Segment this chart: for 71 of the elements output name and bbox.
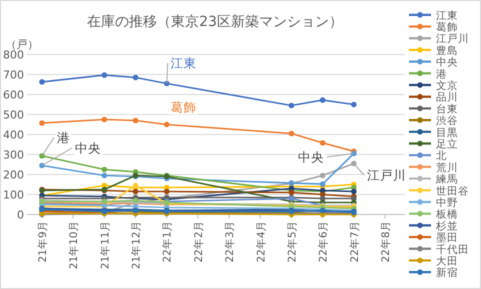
- point: [102, 166, 108, 172]
- legend-label: 江戸川: [436, 32, 469, 46]
- annotation: 江東: [170, 56, 197, 70]
- y-tick-label: 300: [3, 148, 24, 162]
- x-tick-label: 22年7月: [348, 220, 361, 263]
- legend-label: 世田谷: [436, 184, 469, 198]
- legend-label: 台東: [436, 102, 458, 116]
- legend-label: 品川: [436, 90, 458, 104]
- point: [164, 188, 170, 194]
- legend-label: 北: [436, 149, 447, 162]
- y-axis-title: （戸）: [6, 38, 38, 51]
- x-tick-label: 21年9月: [37, 220, 49, 263]
- annotation: 江戸川: [366, 168, 406, 182]
- x-tick-label: 21年11月: [99, 220, 112, 270]
- x-tick-label: 22年2月: [192, 220, 205, 263]
- x-tick-label: 22年4月: [255, 220, 268, 263]
- y-tick-label: 100: [3, 188, 24, 202]
- legend-label: 板橋: [435, 208, 458, 221]
- y-tick-label: 500: [3, 108, 24, 122]
- legend-label: 葛飾: [436, 20, 458, 34]
- legend-label: 渋谷: [436, 114, 458, 128]
- legend-label: 文京: [436, 79, 458, 92]
- legend-label: 杉並: [435, 220, 458, 232]
- point: [102, 116, 108, 122]
- y-tick-label: 800: [3, 48, 24, 62]
- point: [288, 130, 294, 136]
- legend-label: 港: [436, 67, 447, 80]
- legend-label: 目黒: [436, 126, 458, 139]
- legend-label: 中野: [436, 196, 458, 209]
- legend-label: 荒川: [436, 160, 458, 174]
- annotation: 中央: [298, 150, 324, 164]
- point: [288, 102, 294, 108]
- chart-title: 在庫の推移（東京23区新築マンション）: [87, 14, 343, 30]
- point: [132, 188, 138, 194]
- annotation: 中央: [75, 140, 101, 156]
- point: [351, 102, 357, 108]
- point: [102, 172, 108, 178]
- point: [320, 140, 326, 146]
- legend-label: 中央: [436, 56, 458, 69]
- point: [132, 74, 138, 80]
- point: [320, 172, 326, 178]
- point: [320, 181, 326, 187]
- y-tick-label: 0: [17, 208, 24, 222]
- y-tick-label: 600: [3, 88, 24, 102]
- legend-label: 新宿: [436, 266, 458, 280]
- point: [102, 72, 108, 78]
- x-tick-label: 22年5月: [286, 220, 298, 263]
- legend-label: 墨田: [436, 232, 458, 244]
- point: [164, 122, 170, 128]
- x-tick-label: 22年6月: [318, 220, 330, 263]
- point: [320, 97, 326, 103]
- legend-label: 練馬: [435, 174, 458, 186]
- y-tick-label: 200: [3, 168, 24, 182]
- legend-label: 千代田: [436, 242, 469, 256]
- y-tick-label: 700: [3, 68, 24, 82]
- annotation: 港: [57, 130, 70, 145]
- point: [132, 118, 138, 124]
- x-tick-label: 22年3月: [224, 220, 236, 263]
- legend-label: 足立: [436, 138, 458, 150]
- x-tick-label: 22年8月: [380, 220, 392, 263]
- point: [351, 188, 357, 194]
- y-tick-label: 400: [3, 128, 24, 142]
- point: [39, 120, 45, 126]
- x-tick-label: 21年10月: [68, 220, 80, 270]
- legend-label: 江東: [436, 8, 458, 22]
- x-tick-label: 21年12月: [130, 220, 143, 270]
- annotation: 葛飾: [170, 100, 197, 114]
- x-tick-label: 22年1月: [162, 220, 174, 263]
- legend-label: 豊島: [436, 44, 458, 57]
- legend-label: 大田: [436, 254, 458, 268]
- point: [39, 79, 45, 85]
